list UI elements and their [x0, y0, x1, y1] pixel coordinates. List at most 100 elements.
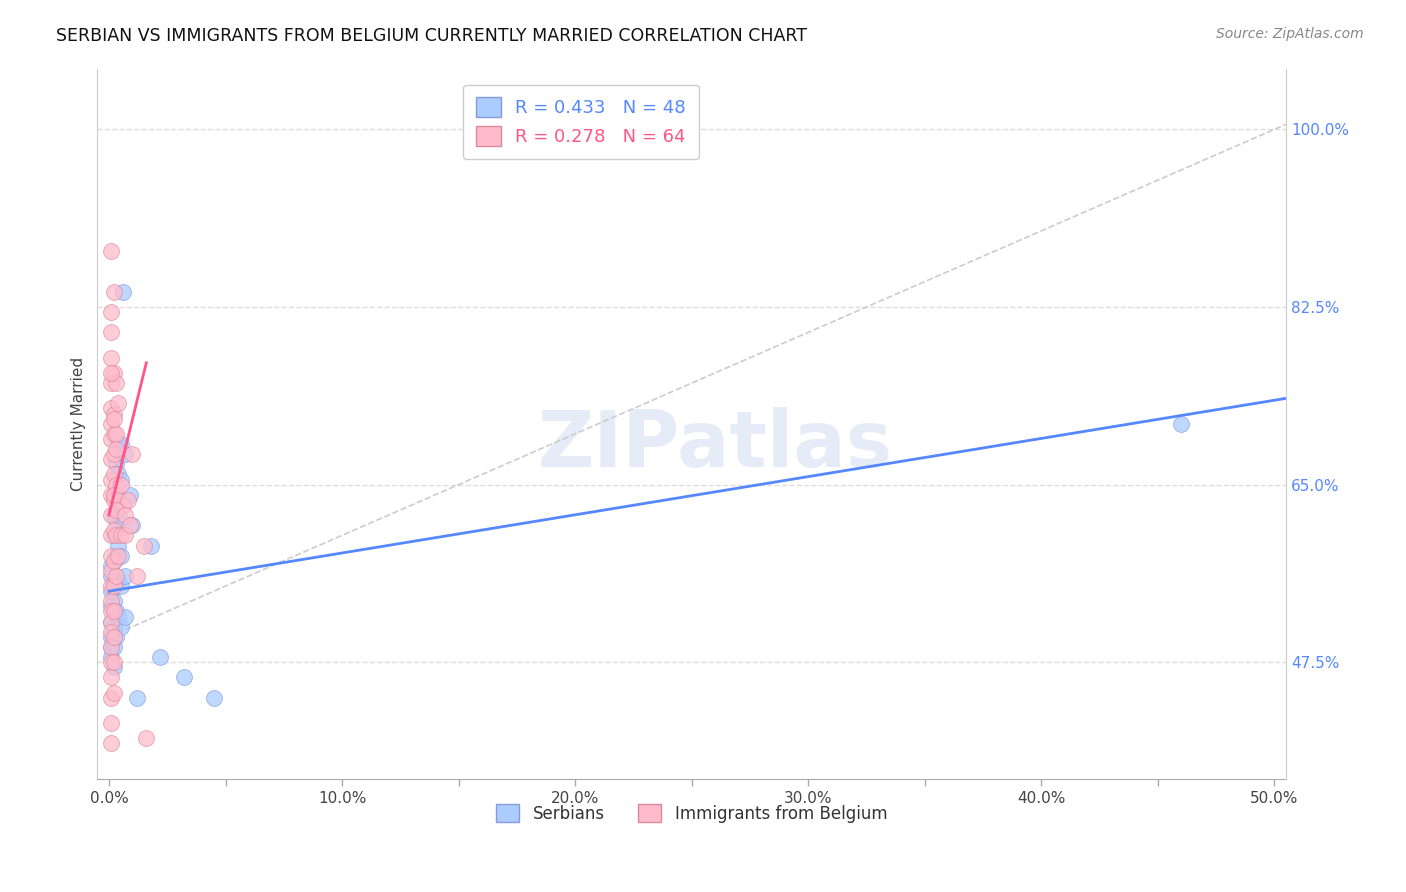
Point	[100, 401, 122, 416]
Point	[103, 488, 125, 502]
Point	[100, 599, 122, 614]
Point	[100, 615, 122, 629]
Point	[100, 630, 122, 644]
Point	[103, 620, 125, 634]
Point	[103, 366, 125, 380]
Point	[114, 569, 136, 583]
Point	[103, 655, 125, 669]
Point	[103, 488, 125, 502]
Point	[135, 731, 157, 746]
Point	[100, 473, 122, 487]
Point	[103, 574, 125, 588]
Point	[103, 554, 125, 568]
Point	[1170, 417, 1192, 431]
Point	[103, 660, 125, 674]
Point	[105, 488, 128, 502]
Point	[100, 640, 122, 654]
Point	[103, 411, 125, 425]
Point	[121, 518, 143, 533]
Point	[103, 686, 125, 700]
Point	[103, 630, 125, 644]
Point	[100, 579, 122, 593]
Point	[110, 513, 132, 527]
Point	[103, 579, 125, 593]
Point	[100, 736, 122, 750]
Point	[100, 594, 122, 608]
Point	[125, 690, 148, 705]
Point	[100, 584, 122, 599]
Point	[114, 447, 136, 461]
Point	[118, 488, 141, 502]
Point	[103, 467, 125, 482]
Point	[107, 539, 129, 553]
Point	[100, 417, 122, 431]
Point	[110, 579, 132, 593]
Point	[107, 492, 129, 507]
Point	[111, 498, 134, 512]
Point	[125, 569, 148, 583]
Point	[103, 492, 125, 507]
Point	[103, 640, 125, 654]
Point	[149, 650, 172, 665]
Text: SERBIAN VS IMMIGRANTS FROM BELGIUM CURRENTLY MARRIED CORRELATION CHART: SERBIAN VS IMMIGRANTS FROM BELGIUM CURRE…	[56, 27, 807, 45]
Point	[100, 670, 122, 684]
Point	[105, 513, 128, 527]
Point	[100, 351, 122, 365]
Point	[110, 528, 132, 542]
Point	[103, 447, 125, 461]
Point	[105, 574, 128, 588]
Text: ZIPatlas: ZIPatlas	[538, 407, 893, 483]
Point	[105, 503, 128, 517]
Point	[121, 447, 143, 461]
Point	[105, 376, 128, 391]
Point	[105, 477, 128, 491]
Point	[173, 670, 195, 684]
Point	[107, 437, 129, 451]
Point	[103, 594, 125, 608]
Point	[111, 285, 134, 299]
Point	[100, 549, 122, 563]
Point	[100, 528, 122, 542]
Point	[111, 498, 134, 512]
Point	[100, 716, 122, 731]
Y-axis label: Currently Married: Currently Married	[72, 357, 86, 491]
Point	[100, 326, 122, 340]
Point	[105, 630, 128, 644]
Point	[100, 569, 122, 583]
Point	[110, 437, 132, 451]
Point	[100, 244, 122, 259]
Point	[117, 492, 139, 507]
Point	[132, 539, 155, 553]
Point	[100, 615, 122, 629]
Point	[100, 558, 122, 573]
Point	[100, 452, 122, 467]
Point	[103, 508, 125, 522]
Point	[100, 650, 122, 665]
Point	[100, 376, 122, 391]
Point	[110, 549, 132, 563]
Point	[103, 523, 125, 537]
Point	[105, 549, 128, 563]
Point	[103, 285, 125, 299]
Point	[107, 467, 129, 482]
Point	[105, 605, 128, 619]
Point	[100, 564, 122, 578]
Point	[100, 640, 122, 654]
Point	[100, 624, 122, 639]
Point	[110, 620, 132, 634]
Point	[100, 690, 122, 705]
Point	[139, 539, 162, 553]
Point	[105, 528, 128, 542]
Point	[107, 574, 129, 588]
Point	[114, 508, 136, 522]
Point	[114, 609, 136, 624]
Point	[100, 305, 122, 319]
Legend: Serbians, Immigrants from Belgium: Serbians, Immigrants from Belgium	[484, 792, 898, 835]
Point	[105, 426, 128, 441]
Point	[110, 473, 132, 487]
Point	[100, 508, 122, 522]
Point	[100, 366, 122, 380]
Point	[103, 426, 125, 441]
Point	[202, 690, 225, 705]
Point	[103, 554, 125, 568]
